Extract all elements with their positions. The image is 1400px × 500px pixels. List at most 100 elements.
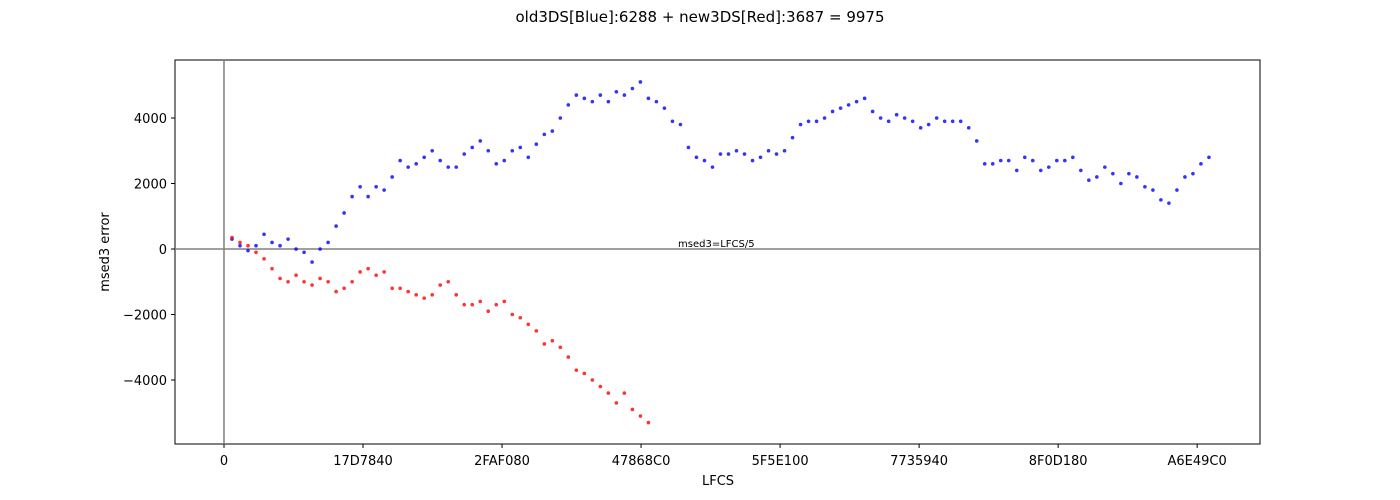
data-point (558, 116, 563, 120)
data-point (630, 86, 635, 91)
data-point (302, 279, 306, 284)
data-point (654, 99, 659, 104)
data-point (1030, 158, 1035, 163)
data-point (558, 345, 563, 350)
data-point (270, 240, 274, 245)
data-point (646, 420, 651, 425)
data-point (246, 243, 250, 248)
data-point (238, 240, 242, 245)
data-point (758, 155, 763, 160)
data-point (302, 250, 306, 255)
x-tick-label: 17D7840 (333, 454, 393, 469)
data-point (646, 96, 651, 101)
data-point (1183, 175, 1187, 179)
data-point (966, 126, 971, 130)
data-point (390, 286, 394, 291)
data-point (878, 116, 883, 120)
data-point (478, 139, 483, 143)
data-point (518, 315, 523, 320)
data-point (974, 139, 979, 143)
data-point (926, 122, 931, 127)
data-point (950, 119, 955, 124)
data-point (1167, 201, 1171, 205)
data-point (1006, 158, 1011, 163)
data-point (630, 407, 635, 412)
data-point (430, 148, 434, 153)
data-point (846, 103, 851, 107)
data-point (526, 155, 531, 160)
data-point (406, 165, 410, 169)
data-point (814, 119, 819, 124)
data-point (454, 165, 459, 169)
data-point (1111, 171, 1115, 176)
data-point (1046, 165, 1051, 169)
data-point (798, 122, 803, 127)
data-point (358, 184, 362, 189)
chart-title: old3DS[Blue]:6288 + new3DS[Red]:3687 = 9… (515, 8, 884, 26)
data-point (942, 119, 947, 124)
data-point (574, 368, 579, 372)
data-point (270, 266, 274, 271)
x-tick-label: 2FAF080 (474, 454, 530, 469)
data-point (590, 99, 595, 104)
data-point (550, 338, 555, 343)
data-point (542, 342, 547, 346)
data-point (350, 194, 354, 199)
data-point (462, 152, 467, 156)
data-point (470, 302, 475, 307)
data-point (1143, 184, 1147, 189)
data-point (1127, 171, 1131, 176)
data-point (1055, 158, 1059, 163)
data-point (294, 247, 298, 251)
data-point (502, 299, 507, 304)
data-point (1063, 158, 1067, 163)
data-point (790, 135, 795, 140)
data-point (342, 211, 346, 215)
data-point (1191, 171, 1195, 176)
data-point (334, 289, 338, 294)
data-point (230, 235, 234, 240)
y-tick-label: −2000 (123, 309, 167, 324)
data-point (358, 270, 362, 274)
data-point (1103, 165, 1107, 169)
data-point (342, 286, 346, 291)
data-point (622, 391, 627, 395)
data-point (694, 155, 699, 160)
data-point (598, 384, 603, 389)
data-point (686, 145, 691, 150)
data-point (534, 329, 539, 333)
data-point (262, 232, 266, 237)
data-point (414, 162, 418, 166)
data-point (622, 93, 627, 97)
data-point (1119, 181, 1123, 186)
data-point (1095, 175, 1099, 179)
x-tick-label: 8F0D180 (1029, 454, 1088, 469)
data-point (326, 279, 330, 284)
data-point (670, 119, 675, 124)
data-point (254, 250, 258, 255)
data-point (934, 116, 939, 120)
data-point (326, 240, 330, 245)
data-point (414, 293, 418, 297)
data-point (774, 152, 779, 156)
data-point (510, 148, 515, 153)
data-point (382, 270, 386, 274)
data-point (494, 162, 499, 166)
data-point (590, 378, 595, 382)
data-point (366, 266, 370, 271)
data-point (486, 148, 491, 153)
x-tick-label: 5F5E100 (752, 454, 809, 469)
data-point (574, 93, 579, 97)
data-point (854, 99, 859, 104)
data-point (294, 273, 298, 278)
data-point (422, 296, 426, 300)
data-point (502, 158, 507, 163)
data-point (334, 224, 338, 228)
data-point (318, 276, 322, 281)
data-point (486, 309, 491, 314)
data-point (734, 148, 739, 153)
data-point (278, 276, 282, 281)
data-point (870, 109, 875, 114)
data-point (366, 194, 370, 199)
